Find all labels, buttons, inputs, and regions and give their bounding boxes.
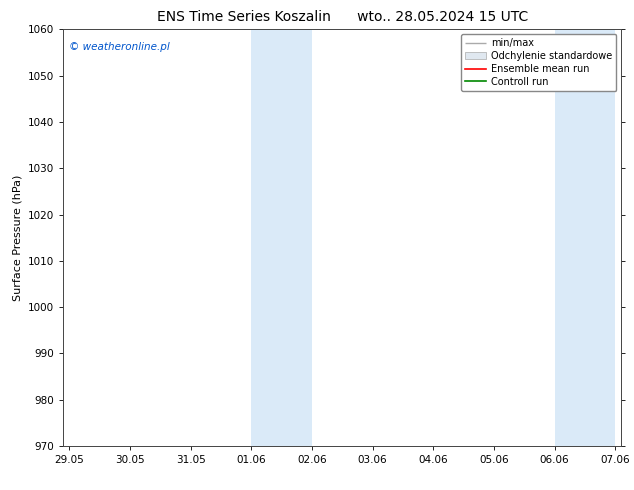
Y-axis label: Surface Pressure (hPa): Surface Pressure (hPa) (13, 174, 23, 301)
Legend: min/max, Odchylenie standardowe, Ensemble mean run, Controll run: min/max, Odchylenie standardowe, Ensembl… (461, 34, 616, 91)
Text: © weatheronline.pl: © weatheronline.pl (69, 42, 170, 52)
Bar (555, 29, 615, 446)
Bar (252, 29, 312, 446)
Title: ENS Time Series Koszalin      wto.. 28.05.2024 15 UTC: ENS Time Series Koszalin wto.. 28.05.202… (157, 10, 528, 24)
